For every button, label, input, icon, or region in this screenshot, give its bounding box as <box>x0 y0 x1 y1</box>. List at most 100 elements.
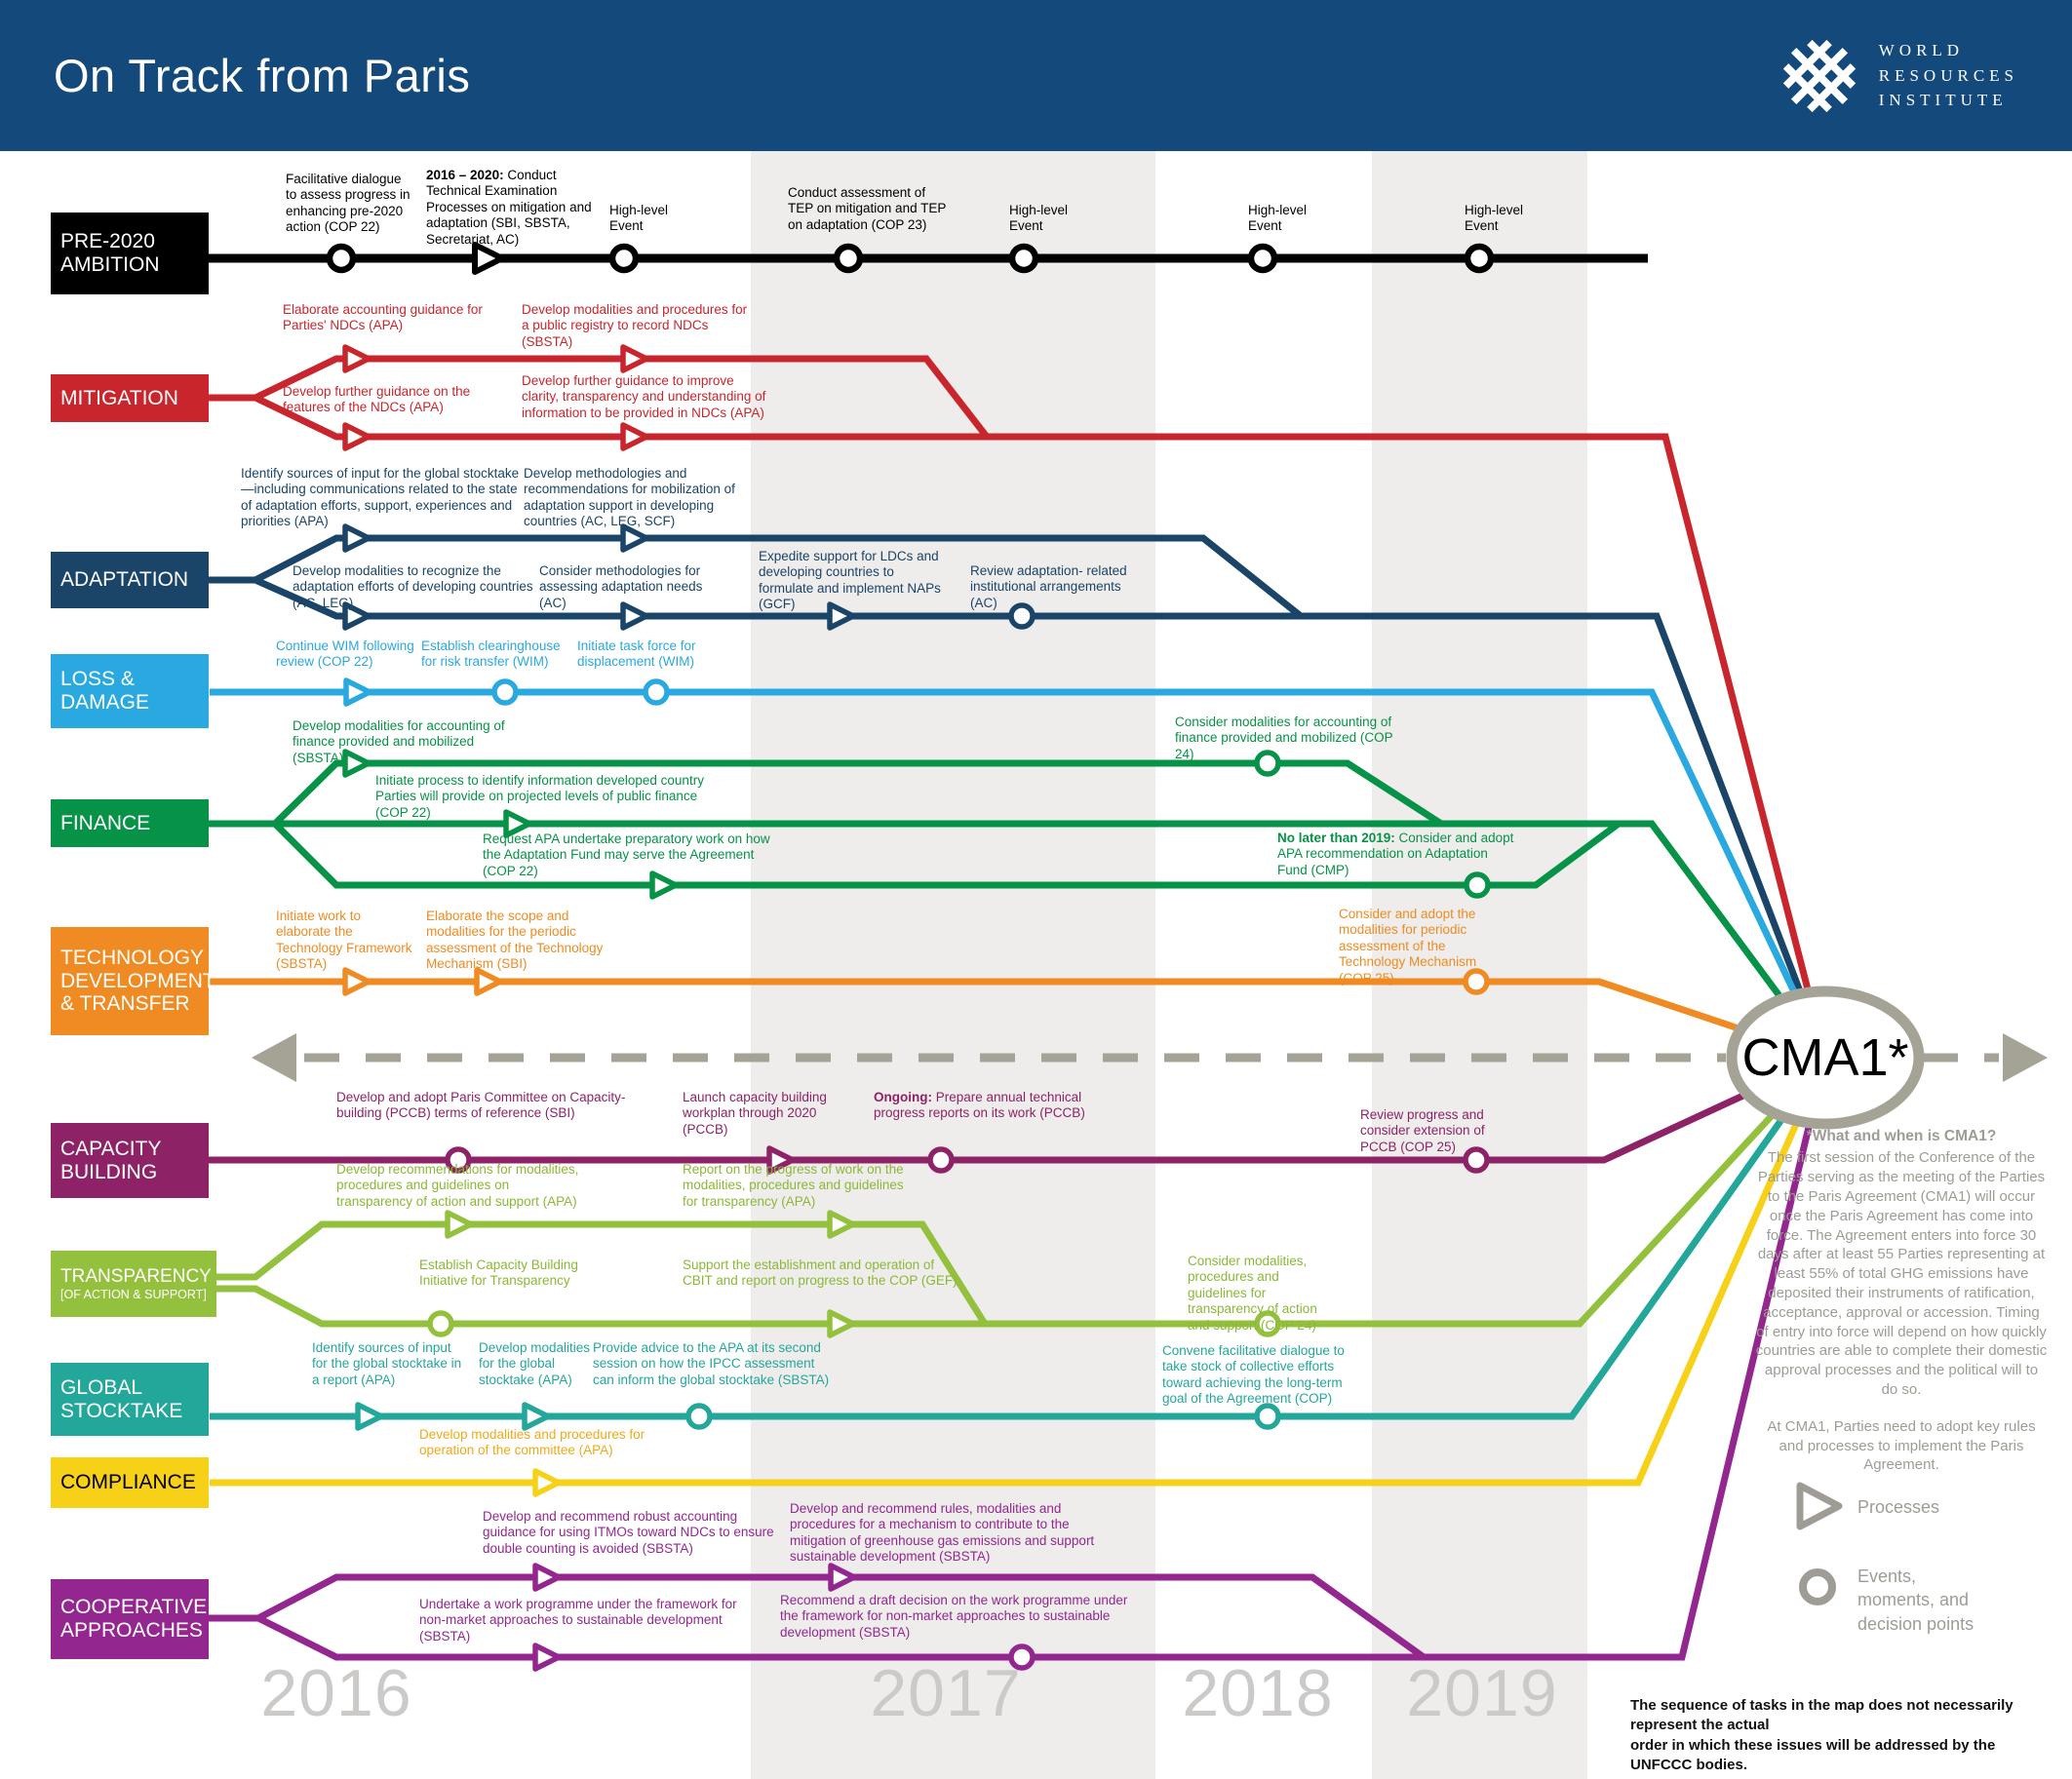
track-compliance <box>210 1056 1829 1487</box>
track-technology <box>210 978 1827 1062</box>
milestone-label: Undertake a work programme under the fra… <box>419 1597 737 1644</box>
markers-mitigation <box>342 344 649 451</box>
year-label-2016: 2016 <box>260 1656 412 1730</box>
year-band-2019 <box>1372 151 1587 1779</box>
milestone-label: Review adaptation- related institutional… <box>970 563 1127 610</box>
milestone-text: Conduct Technical Examination Processes … <box>426 168 592 247</box>
row-label-capacity: CAPACITY BUILDING <box>51 1123 209 1198</box>
axis-left-arrow-icon <box>252 1033 296 1082</box>
milestone-label: Initiate work to elaborate the Technolog… <box>276 909 412 972</box>
markers-compliance <box>532 1468 562 1497</box>
wri-logo-line: WORLD <box>1878 41 1965 60</box>
markers-transparency <box>427 1210 1281 1338</box>
cma1-note-title: *What and when is CMA1? <box>1806 1128 1997 1144</box>
row-label-finance: FINANCE <box>51 799 209 847</box>
row-label-transparency-main: TRANSPARENCY <box>60 1266 212 1288</box>
footnote: The sequence of tasks in the map does no… <box>1630 1697 2013 1773</box>
track-finance <box>207 759 1828 1061</box>
row-label-compliance: COMPLIANCE <box>51 1457 209 1508</box>
markers-pre2020 <box>326 242 1495 275</box>
legend-process-icon <box>1796 1482 1843 1530</box>
milestone-text: Prepare annual technical progress report… <box>874 1090 1085 1121</box>
milestone-text: Consider and adopt APA recommendation on… <box>1277 831 1514 877</box>
milestone-label: Identify sources of input for the global… <box>312 1340 462 1387</box>
markers-capacity <box>445 1145 1490 1175</box>
milestone-label: High-level Event <box>1009 203 1069 234</box>
milestone-label: Identify sources of input for the global… <box>241 466 520 529</box>
milestone-label: Request APA undertake preparatory work o… <box>483 831 770 878</box>
row-label-adaptation: ADAPTATION <box>51 552 209 608</box>
milestone-label: Develop and adopt Paris Committee on Cap… <box>336 1090 626 1121</box>
milestone-label: Develop methodologies and recommendation… <box>524 466 735 529</box>
milestone-label: Consider modalities, procedures and guid… <box>1188 1254 1317 1333</box>
milestone-label: Ongoing: Prepare annual technical progre… <box>874 1090 1098 1122</box>
milestone-label: Develop and recommend rules, modalities … <box>790 1501 1095 1565</box>
milestone-label: Report on the progress of work on the mo… <box>683 1162 904 1209</box>
milestone-label: Develop further guidance to improve clar… <box>522 373 766 420</box>
markers-cooperative <box>532 1563 1036 1672</box>
milestone-label: Initiate process to identify information… <box>375 773 704 820</box>
milestone-lead: Ongoing: <box>874 1090 932 1104</box>
milestone-label: Develop modalities to recognize the adap… <box>293 563 533 610</box>
track-cooperative <box>207 1057 1829 1661</box>
row-label-transparency: TRANSPARENCY [OF ACTION & SUPPORT] <box>51 1251 216 1317</box>
cma1-note: *What and when is CMA1? The first sessio… <box>1755 1127 2048 1475</box>
milestone-label: Elaborate the scope and modalities for t… <box>426 909 604 972</box>
legend-process-label: Processes <box>1857 1497 1940 1517</box>
markers-stocktake <box>355 1402 1281 1431</box>
milestone-label: Develop modalities and procedures for a … <box>522 302 748 349</box>
cma1-note-body2: At CMA1, Parties need to adopt key rules… <box>1767 1417 2036 1474</box>
milestone-label: Develop further guidance on the features… <box>283 384 471 415</box>
milestone-label: Consider methodologies for assessing ada… <box>539 563 703 610</box>
milestone-label: 2016 – 2020: Conduct Technical Examinati… <box>426 168 600 248</box>
wri-logo-mark <box>1782 39 1856 112</box>
track-stocktake <box>210 1055 1828 1420</box>
milestone-lead: 2016 – 2020: <box>426 168 504 182</box>
year-label-2019: 2019 <box>1406 1656 1558 1730</box>
milestone-label: Expedite support for LDCs and developing… <box>759 549 941 612</box>
row-label-transparency-sub: [OF ACTION & SUPPORT] <box>60 1287 207 1301</box>
year-label-2018: 2018 <box>1182 1656 1334 1730</box>
legend-event-label: Events, moments, and decision points <box>1857 1566 1974 1634</box>
milestone-label: Establish Capacity Building Initiative f… <box>419 1257 578 1289</box>
milestone-label: High-level Event <box>609 203 669 234</box>
milestone-label: Convene facilitative dialogue to take st… <box>1162 1343 1345 1407</box>
wri-logo-line: RESOURCES <box>1878 65 2018 85</box>
milestone-label: Develop and recommend robust accounting … <box>483 1509 774 1556</box>
milestone-label: Support the establishment and operation … <box>683 1257 958 1289</box>
milestone-lead: No later than 2019: <box>1277 831 1395 845</box>
milestone-label: Provide advice to the APA at its second … <box>593 1340 830 1387</box>
milestone-label: Initiate task force for displacement (WI… <box>577 638 696 670</box>
wri-logo: WORLD RESOURCES INSTITUTE <box>1778 34 2018 118</box>
row-label-technology: TECHNOLOGY DEVELOPMENT & TRANSFER <box>51 927 215 1035</box>
cma1-note-body: The first session of the Conference of t… <box>1755 1149 2048 1399</box>
milestone-label: Facilitative dialogue to assess progress… <box>286 172 410 235</box>
milestone-label: Develop recommendations for modalities, … <box>336 1162 579 1209</box>
track-mitigation <box>207 355 1829 1059</box>
year-band-2017 <box>751 151 1155 1779</box>
milestone-label: Continue WIM following review (COP 22) <box>276 638 414 670</box>
cma1-node: CMA1* <box>1726 986 1925 1130</box>
milestone-label: High-level Event <box>1465 203 1524 234</box>
row-label-loss-damage: LOSS & DAMAGE <box>51 654 209 728</box>
markers-technology <box>342 967 1490 996</box>
row-label-mitigation: MITIGATION <box>51 374 209 422</box>
row-label-pre2020: PRE-2020 AMBITION <box>51 213 209 294</box>
axis-right-arrow-icon <box>2003 1033 2048 1082</box>
milestone-label: Consider and adopt the modalities for pe… <box>1339 907 1477 986</box>
legend <box>1796 1482 1843 1605</box>
track-transparency <box>210 1055 1828 1328</box>
header-bar: On Track from Paris WORLD RESOURCES INST… <box>0 0 2072 151</box>
milestone-label: Launch capacity building workplan throug… <box>683 1090 827 1137</box>
milestone-label: Review progress and consider extension o… <box>1360 1107 1485 1154</box>
row-label-stocktake: GLOBAL STOCKTAKE <box>51 1363 209 1436</box>
milestone-label: Recommend a draft decision on the work p… <box>780 1593 1128 1640</box>
track-adaptation <box>207 534 1829 1060</box>
milestone-label: Consider modalities for accounting of fi… <box>1175 715 1393 761</box>
wri-logo-wordmark: WORLD RESOURCES INSTITUTE <box>1879 38 2018 113</box>
markers-finance <box>342 749 1491 900</box>
cma1-axis <box>252 1033 2048 1082</box>
milestone-label: Develop modalities and procedures for op… <box>419 1427 645 1458</box>
